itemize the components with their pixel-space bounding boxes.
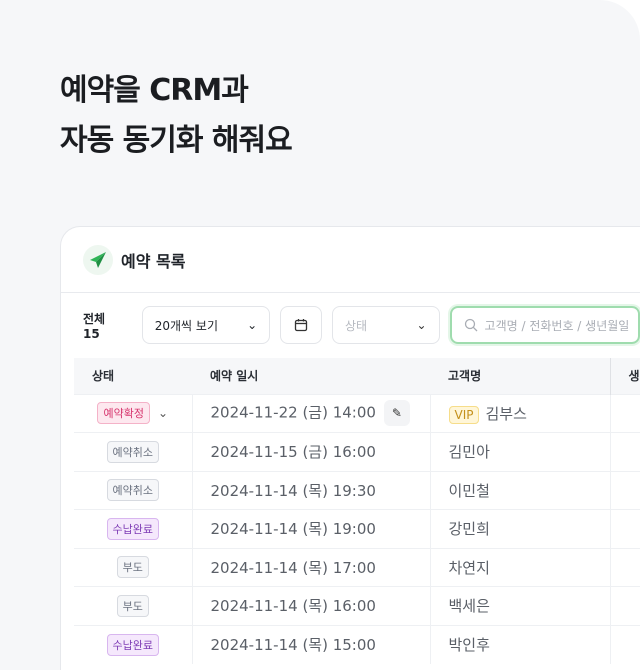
reservation-table: 상태 예약 일시 고객명 생 예약확정 ⌄ 2024-11-22 (금) 14:0… <box>74 358 640 664</box>
status-cell: 수납완료 <box>74 509 193 548</box>
datetime-cell: 2024-11-14 (목) 19:00 <box>192 509 431 548</box>
status-cell: 예약취소 <box>74 432 193 471</box>
status-badge[interactable]: 예약확정 <box>97 402 150 425</box>
birth-cell <box>610 393 640 433</box>
toolbar: 전체 15 20개씩 보기 ⌄ 상태 ⌄ 고객명 / 전화번호 / 생년월일 <box>61 306 640 344</box>
reservation-datetime: 2024-11-14 (목) 19:30 <box>210 481 376 500</box>
search-placeholder: 고객명 / 전화번호 / 생년월일 <box>484 318 630 333</box>
status-cell: 예약취소 <box>74 470 193 510</box>
chevron-down-icon: ⌄ <box>247 318 258 332</box>
customer-cell: 이민철 <box>430 470 611 510</box>
status-placeholder: 상태 <box>344 318 368 333</box>
header-status[interactable]: 상태 <box>74 358 192 394</box>
reservation-datetime: 2024-11-14 (목) 19:00 <box>210 520 376 539</box>
status-badge: 부도 <box>116 594 149 617</box>
reservation-datetime: 2024-11-14 (목) 16:00 <box>210 597 376 616</box>
customer-cell: 백세은 <box>430 586 611 625</box>
customer-name[interactable]: 박인후 <box>448 636 490 654</box>
edit-pencil-icon[interactable]: ✎ <box>383 400 410 427</box>
status-badge: 수납완료 <box>106 633 159 656</box>
header-birth[interactable]: 생 <box>609 358 640 394</box>
datetime-cell: 2024-11-15 (금) 16:00 <box>192 432 431 471</box>
table-row[interactable]: 예약취소 2024-11-15 (금) 16:00 김민아 <box>74 432 640 471</box>
customer-name[interactable]: 김부스 <box>485 404 527 423</box>
birth-cell <box>610 470 640 510</box>
datetime-cell: 2024-11-14 (목) 15:00 <box>192 624 431 664</box>
reservation-list-card: 예약 목록 전체 15 20개씩 보기 ⌄ 상태 ⌄ 고객명 / 전화번호 / … <box>60 226 640 670</box>
customer-name[interactable]: 강민희 <box>448 520 490 539</box>
customer-cell: VIP 김부스 <box>430 393 611 433</box>
table-row[interactable]: 부도 2024-11-14 (목) 17:00 차연지 <box>74 547 640 587</box>
birth-cell <box>610 624 640 664</box>
birth-cell <box>610 586 640 625</box>
status-select[interactable]: 상태 ⌄ <box>331 306 440 344</box>
hero-line-2: 자동 동기화 해줘요 <box>60 123 293 158</box>
customer-name[interactable]: 백세은 <box>448 597 490 616</box>
reservation-datetime: 2024-11-15 (금) 16:00 <box>210 443 376 462</box>
vip-badge: VIP <box>448 405 480 424</box>
search-icon <box>464 318 477 332</box>
header-customer[interactable]: 고객명 <box>430 358 610 394</box>
table-row[interactable]: 예약취소 2024-11-14 (목) 19:30 이민철 <box>74 470 640 510</box>
datetime-cell: 2024-11-22 (금) 14:00 ✎ <box>192 393 431 433</box>
reservation-datetime: 2024-11-14 (목) 17:00 <box>210 558 376 577</box>
customer-name[interactable]: 김민아 <box>448 443 490 462</box>
page-size-value: 20개씩 보기 <box>154 318 218 333</box>
birth-cell <box>610 547 640 587</box>
date-picker-button[interactable] <box>280 306 322 344</box>
status-cell: 부도 <box>74 586 193 625</box>
status-cell: 수납완료 <box>74 624 193 664</box>
status-cell: 예약확정 ⌄ <box>74 393 193 433</box>
status-badge: 예약취소 <box>106 440 159 463</box>
datetime-cell: 2024-11-14 (목) 19:30 <box>192 470 431 510</box>
customer-name[interactable]: 이민철 <box>448 481 490 500</box>
customer-cell: 김민아 <box>430 432 611 471</box>
datetime-cell: 2024-11-14 (목) 17:00 <box>192 547 431 587</box>
chevron-down-icon: ⌄ <box>416 318 427 332</box>
status-badge: 수납완료 <box>106 517 159 540</box>
page-size-select[interactable]: 20개씩 보기 ⌄ <box>141 306 271 344</box>
birth-cell <box>610 509 640 548</box>
card-header: 예약 목록 <box>61 227 640 293</box>
birth-cell <box>610 432 640 471</box>
status-badge: 부도 <box>116 556 149 579</box>
customer-cell: 차연지 <box>430 547 611 587</box>
table-row[interactable]: 수납완료 2024-11-14 (목) 19:00 강민희 <box>74 509 640 548</box>
chevron-down-icon[interactable]: ⌄ <box>157 406 169 421</box>
status-cell: 부도 <box>74 547 193 587</box>
hero-line-1: 예약을 CRM과 <box>60 73 249 108</box>
header-datetime[interactable]: 예약 일시 <box>192 358 430 394</box>
reservation-datetime: 2024-11-22 (금) 14:00 <box>210 403 376 422</box>
table-row[interactable]: 수납완료 2024-11-14 (목) 15:00 박인후 <box>74 624 640 664</box>
customer-cell: 박인후 <box>430 624 611 664</box>
datetime-cell: 2024-11-14 (목) 16:00 <box>192 586 431 625</box>
total-count: 전체 15 <box>83 311 106 341</box>
paper-plane-icon <box>83 244 113 275</box>
calendar-icon <box>294 319 308 332</box>
reservation-datetime: 2024-11-14 (목) 15:00 <box>210 636 376 654</box>
customer-cell: 강민희 <box>430 509 611 548</box>
table-row[interactable]: 예약확정 ⌄ 2024-11-22 (금) 14:00 ✎ VIP 김부스 <box>74 393 640 433</box>
status-badge: 예약취소 <box>106 479 159 502</box>
table-row[interactable]: 부도 2024-11-14 (목) 16:00 백세은 <box>74 586 640 625</box>
card-title: 예약 목록 <box>121 251 186 271</box>
hero-heading: 예약을 CRM과 자동 동기화 해줘요 <box>60 66 293 166</box>
customer-name[interactable]: 차연지 <box>448 558 490 577</box>
search-input[interactable]: 고객명 / 전화번호 / 생년월일 <box>449 306 640 344</box>
